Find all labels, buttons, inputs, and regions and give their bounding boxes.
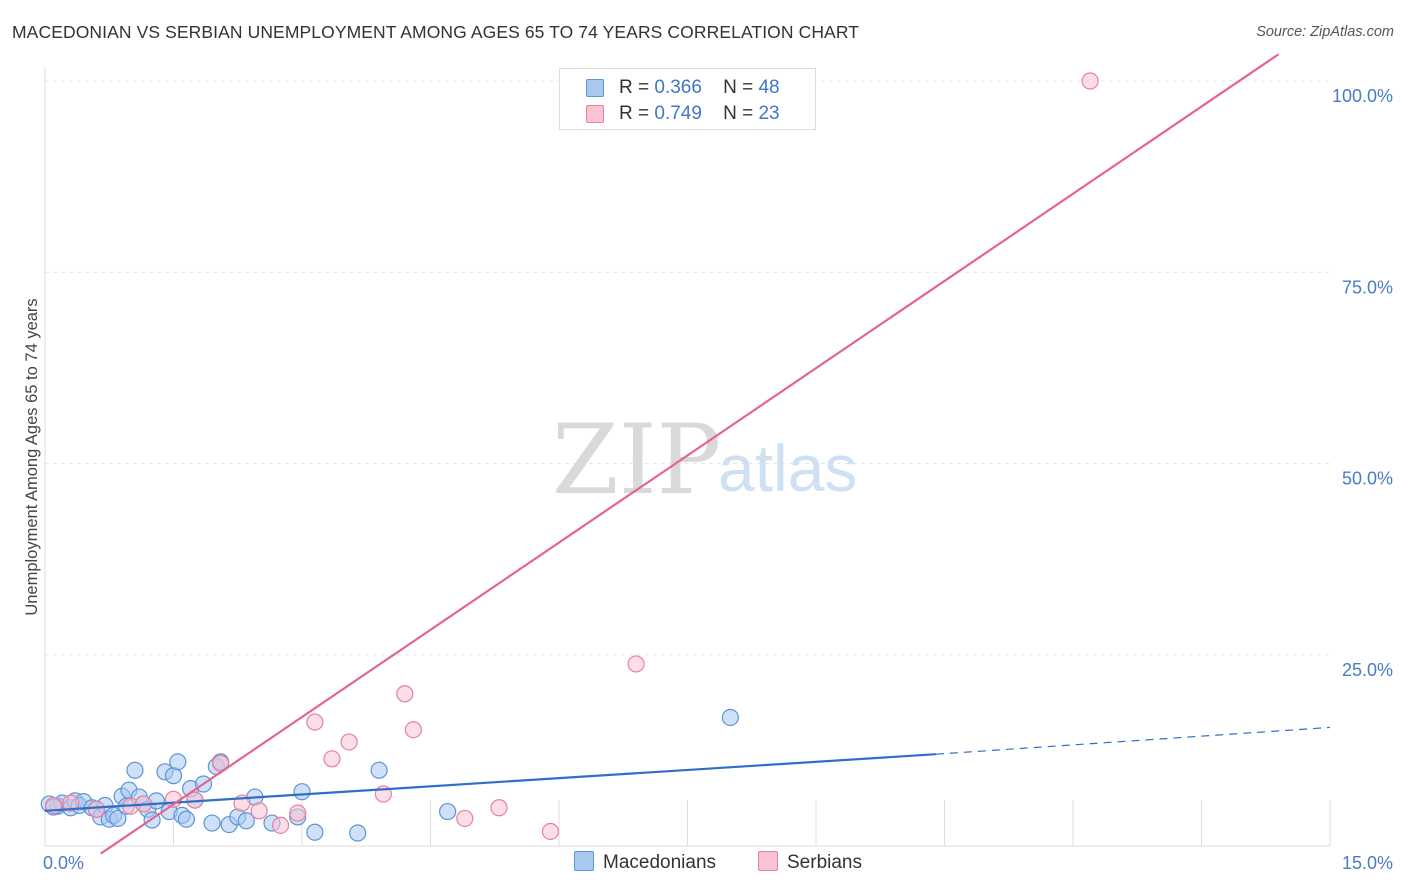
y-tick-label-2: 75.0% [1342, 277, 1393, 297]
bottom-legend-swatch-macedonians [574, 851, 594, 871]
y-tick-label-1: 50.0% [1342, 469, 1393, 489]
y-tick-label-3: 100.0% [1332, 86, 1393, 106]
serbians-point-10 [271, 816, 290, 834]
bottom-legend-swatch-serbians [758, 851, 778, 871]
watermark-zip: ZIP [552, 404, 721, 516]
axes [44, 68, 1330, 847]
serbians-point-22 [1081, 72, 1099, 90]
macedonians-point-13 [109, 809, 127, 828]
serbians-point-17 [404, 721, 422, 739]
watermark: ZIP atlas [552, 404, 857, 516]
source-label: Source: ZipAtlas.com [1256, 24, 1394, 40]
legend-swatch-macedonians [586, 79, 604, 97]
y-tick-label-0: 25.0% [1342, 660, 1393, 680]
serbians-point-12 [306, 713, 324, 731]
macedonians-point-26 [169, 753, 187, 771]
x-tick-labels: 0.0% 15.0% [43, 853, 1393, 873]
macedonians-trend-extension [935, 726, 1331, 755]
macedonians-point-41 [293, 783, 311, 801]
legend-r-macedonians: 0.366 [654, 77, 702, 98]
trend-lines [44, 53, 1331, 855]
macedonians-point-28 [177, 810, 195, 828]
legend-r-label: R = [619, 77, 650, 98]
legend-n-serbians: 23 [758, 103, 780, 124]
macedonians-point-45 [439, 802, 457, 821]
macedonians-point-44 [370, 761, 388, 779]
legend-n-label: N = [723, 77, 754, 98]
serbians-point-13 [323, 750, 341, 768]
bottom-legend-label-serbians: Serbians [787, 852, 862, 873]
macedonians-point-32 [203, 814, 221, 832]
bottom-legend-label-macedonians: Macedonians [603, 852, 717, 873]
serbians-point-19 [490, 799, 508, 817]
y-axis-label: Unemployment Among Ages 65 to 74 years [23, 298, 41, 615]
bottom-legend-serbians: Serbians [758, 851, 862, 874]
legend-swatch-serbians [586, 105, 604, 123]
serbians-point-11 [289, 804, 307, 822]
x-tick-max: 15.0% [1342, 853, 1393, 873]
legend-n-macedonians: 48 [758, 77, 780, 98]
legend-n-label: N = [723, 103, 754, 124]
serbians-point-9 [250, 802, 268, 820]
serbians-point-1 [62, 794, 80, 812]
macedonians-point-46 [721, 708, 739, 727]
serbians-point-18 [456, 809, 474, 828]
macedonians-point-37 [237, 812, 255, 830]
legend-r-label: R = [619, 103, 650, 124]
serbians-trend-line [100, 53, 1280, 855]
serbians-point-16 [396, 685, 414, 703]
legend: R = 0.366 N = 48 R = 0.749 N = 23 [559, 68, 816, 130]
data-points [40, 72, 1099, 842]
chart-title: MACEDONIAN VS SERBIAN UNEMPLOYMENT AMONG… [12, 22, 860, 42]
legend-r-serbians: 0.749 [654, 103, 702, 124]
macedonians-trend-line [44, 753, 937, 812]
serbians-point-20 [541, 822, 560, 841]
serbians-point-2 [87, 800, 106, 818]
watermark-atlas: atlas [718, 431, 857, 505]
bottom-legend-macedonians: Macedonians [574, 851, 716, 874]
x-tick-min: 0.0% [43, 853, 84, 873]
macedonians-point-17 [126, 761, 144, 779]
macedonians-point-43 [349, 824, 367, 842]
macedonians-point-42 [306, 823, 324, 841]
y-tick-labels: 25.0% 50.0% 75.0% 100.0% [1332, 86, 1393, 680]
serbians-point-21 [627, 655, 645, 673]
serbians-point-14 [340, 733, 358, 751]
